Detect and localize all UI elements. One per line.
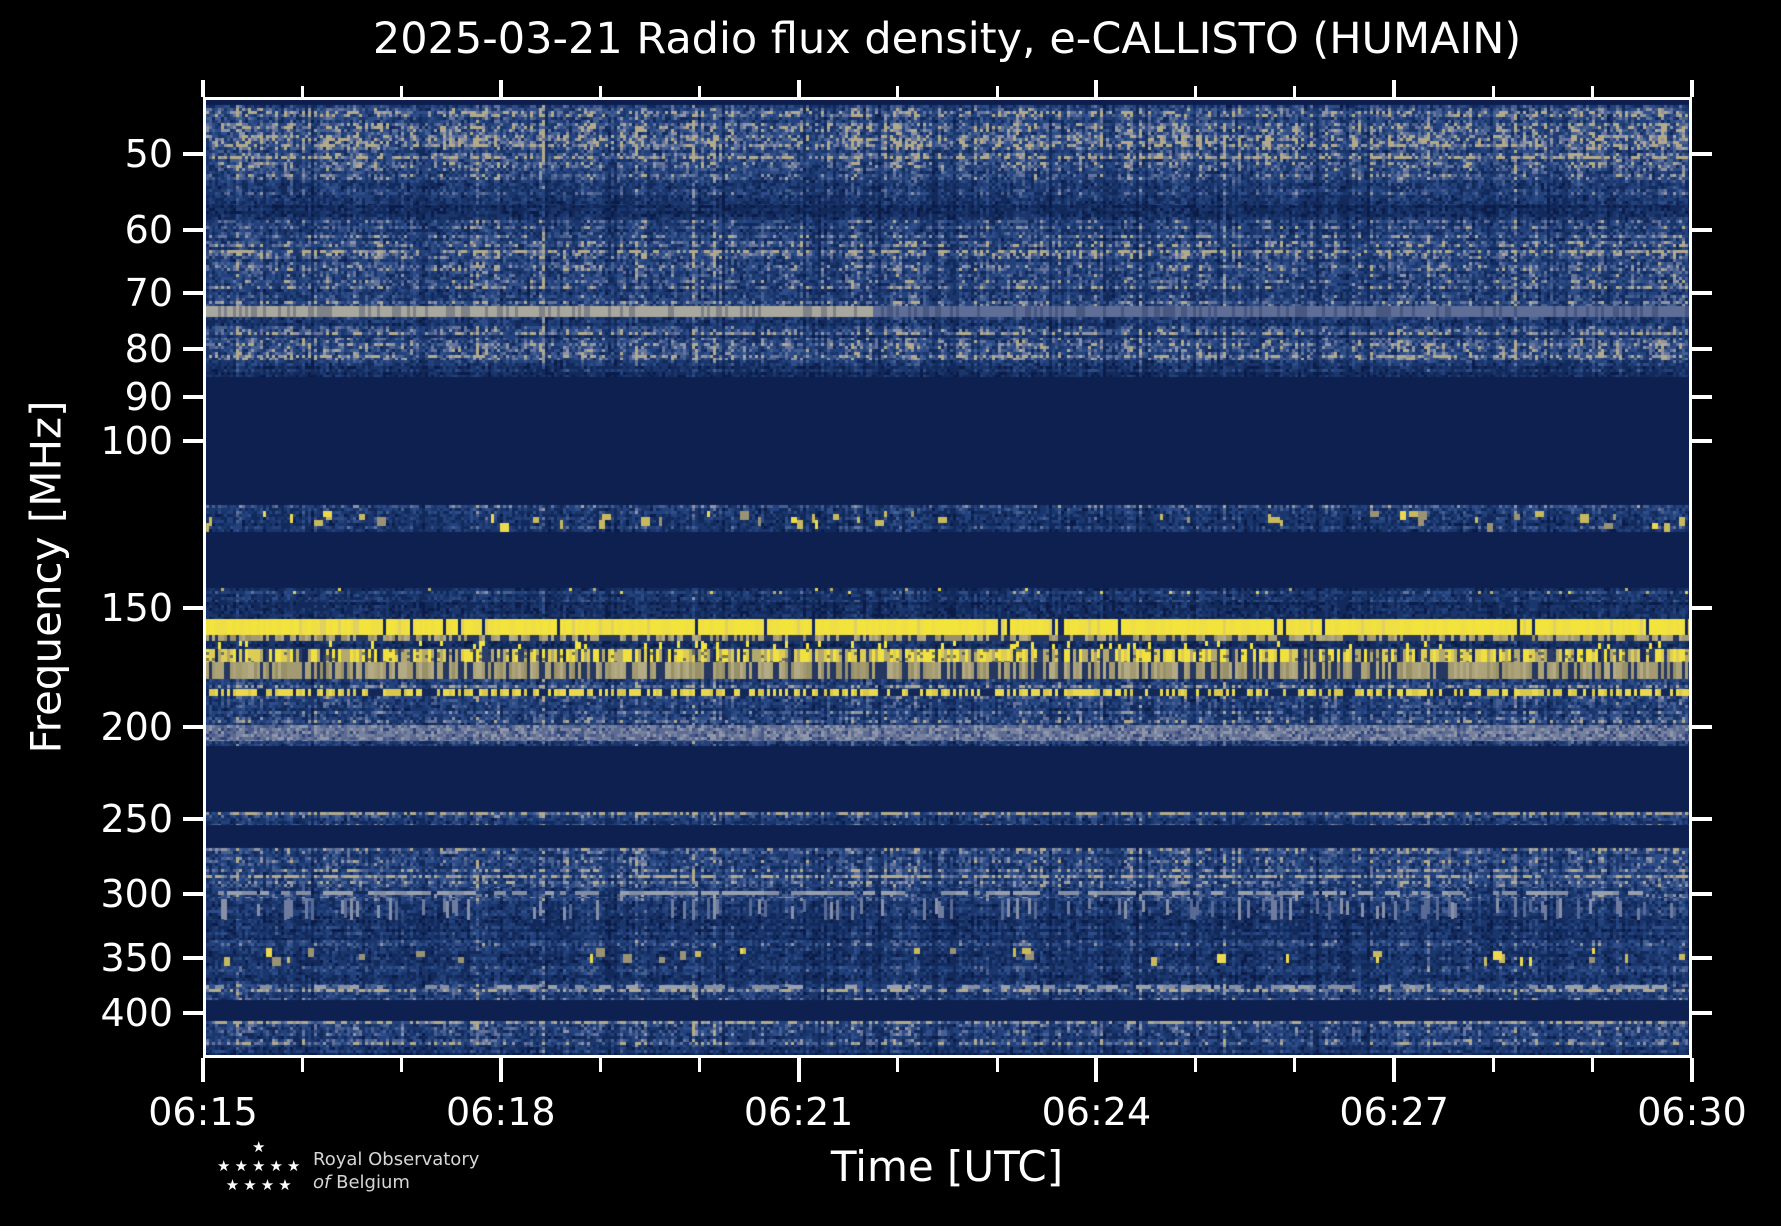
x-major-tick-top (498, 80, 503, 97)
y-tick (183, 395, 203, 399)
y-tick (183, 725, 203, 729)
y-tick-label: 90 (124, 375, 173, 419)
y-tick-right (1692, 291, 1712, 295)
y-tick-right (1692, 956, 1712, 960)
x-minor-tick-top (1293, 86, 1297, 97)
y-tick (183, 817, 203, 821)
y-tick-label: 250 (100, 797, 173, 841)
x-major-tick (498, 1058, 503, 1082)
logo-star: ★ (217, 1157, 231, 1175)
x-major-tick-top (1392, 80, 1397, 97)
x-minor-tick-top (400, 86, 404, 97)
x-axis-label: Time [UTC] (830, 1142, 1064, 1191)
x-minor-tick (896, 1058, 900, 1072)
plot-area: 06:15 06:18 06:21 06:24 06:27 06:30 50 60 70 80 90… (100, 80, 1747, 1134)
logo-star: ★ (234, 1157, 248, 1175)
x-minor-tick (1194, 1058, 1198, 1072)
x-minor-tick (1293, 1058, 1297, 1072)
x-major-tick (1392, 1058, 1397, 1082)
y-tick-right (1692, 725, 1712, 729)
logo-star: ★ (252, 1138, 266, 1156)
x-minor-tick-top (1194, 86, 1198, 97)
x-minor-tick (995, 1058, 999, 1072)
x-tick-label: 06:30 (1637, 1090, 1747, 1134)
y-tick-label: 80 (124, 327, 173, 371)
y-axis-label: Frequency [MHz] (21, 400, 71, 754)
logo-star: ★ (287, 1157, 301, 1175)
x-minor-tick (400, 1058, 404, 1072)
y-tick-right (1692, 817, 1712, 821)
logo-star: ★ (225, 1176, 240, 1194)
logo-star: ★ (243, 1176, 257, 1194)
x-major-tick-top (1094, 80, 1099, 97)
x-tick-label: 06:15 (148, 1090, 258, 1134)
logo-star: ★ (252, 1157, 266, 1175)
x-major-tick (1094, 1058, 1099, 1082)
y-tick (183, 152, 203, 156)
x-minor-tick-top (896, 86, 900, 97)
x-major-tick (1690, 1058, 1694, 1082)
logo-text-line2: of Belgium (313, 1172, 410, 1193)
x-tick-label: 06:21 (743, 1090, 854, 1134)
y-tick-label: 50 (124, 132, 173, 176)
x-major-tick-top (201, 80, 205, 97)
x-minor-tick-top (1591, 86, 1595, 97)
y-tick-right (1692, 439, 1712, 443)
x-minor-tick-top (995, 86, 999, 97)
y-tick-right (1692, 1011, 1712, 1015)
y-tick-right (1692, 228, 1712, 232)
x-minor-tick (697, 1058, 701, 1072)
x-minor-tick (300, 1058, 304, 1072)
x-major-tick-top (1690, 80, 1694, 97)
y-tick (183, 228, 203, 232)
logo-text-line1: Royal Observatory (313, 1149, 480, 1170)
x-minor-tick-top (598, 86, 602, 97)
logo-star: ★ (269, 1157, 283, 1175)
x-major-tick (201, 1058, 205, 1082)
y-tick (183, 1011, 203, 1015)
y-tick (183, 439, 203, 443)
logo-star: ★ (278, 1176, 292, 1194)
x-minor-tick-top (697, 86, 701, 97)
y-tick-label: 70 (124, 271, 173, 315)
x-tick-label: 06:24 (1041, 1090, 1152, 1134)
y-tick-label: 200 (100, 705, 173, 749)
y-tick-right (1692, 152, 1712, 156)
logo-text: Royal Observatory of Belgium (313, 1148, 479, 1194)
y-tick (183, 606, 203, 610)
y-tick (183, 892, 203, 896)
x-major-tick-top (796, 80, 801, 97)
logo-star: ★ (260, 1176, 275, 1194)
y-tick-label: 100 (100, 419, 173, 463)
y-tick-label: 300 (100, 872, 173, 916)
x-tick-label: 06:27 (1339, 1090, 1449, 1134)
y-tick-right (1692, 395, 1712, 399)
x-minor-tick (598, 1058, 602, 1072)
rob-logo: ★ ★ ★ ★ ★ ★ ★ ★ ★ ★ Royal Observatory of Belgium (205, 1140, 625, 1210)
x-major-tick (796, 1058, 801, 1082)
y-tick-right (1692, 606, 1712, 610)
y-tick-label: 60 (124, 208, 173, 252)
chart-title: 2025-03-21 Radio flux density, e-CALLIST… (372, 14, 1522, 64)
y-tick-right (1692, 347, 1712, 351)
y-tick-label: 400 (100, 991, 173, 1035)
y-tick (183, 956, 203, 960)
x-minor-tick-top (300, 86, 304, 97)
y-tick (183, 347, 203, 351)
x-tick-label: 06:18 (446, 1090, 556, 1134)
x-minor-tick (1491, 1058, 1495, 1072)
x-minor-tick-top (1491, 86, 1495, 97)
spectrogram-canvas (203, 97, 1692, 1058)
y-tick-label: 350 (100, 936, 173, 980)
y-tick (183, 291, 203, 295)
y-tick-label: 150 (100, 586, 173, 630)
y-tick-right (1692, 892, 1712, 896)
x-minor-tick (1591, 1058, 1595, 1072)
